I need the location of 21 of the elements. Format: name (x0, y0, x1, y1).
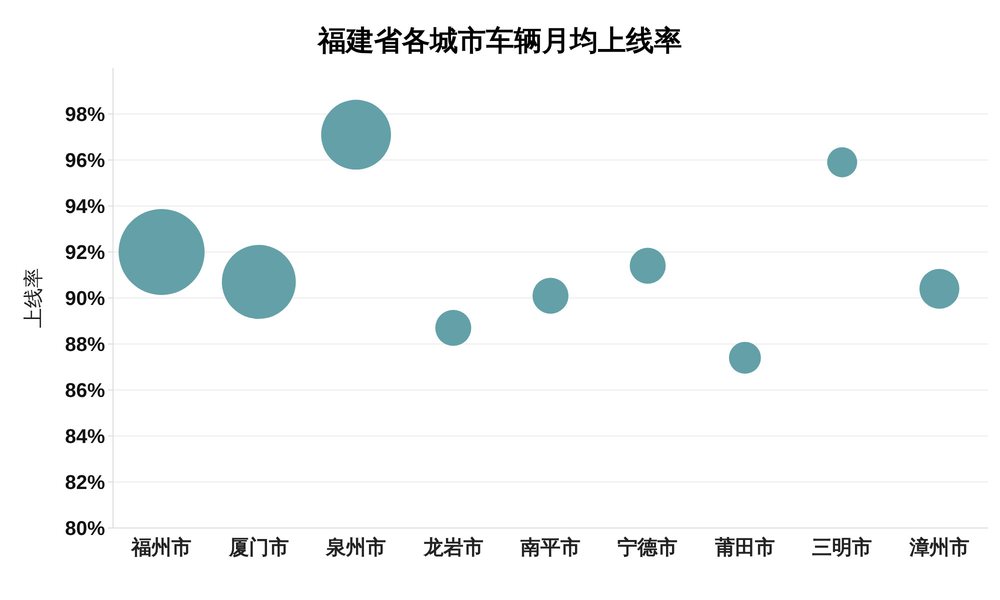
y-tick-label: 88% (64, 334, 106, 356)
x-tick-label: 福州市 (130, 535, 192, 559)
x-tick-label: 龙岩市 (422, 535, 484, 559)
y-tick-label: 96% (64, 150, 106, 172)
x-tick-label: 泉州市 (325, 535, 386, 559)
y-tick-label: 86% (64, 380, 106, 402)
chart-title: 福建省各城市车辆月均上线率 (316, 25, 682, 56)
y-tick-label: 80% (64, 518, 106, 540)
x-tick-label: 厦门市 (228, 535, 289, 559)
y-tick-label: 90% (64, 288, 106, 310)
x-tick-label: 南平市 (520, 535, 580, 559)
x-tick-label: 莆田市 (714, 535, 775, 559)
y-tick-label: 92% (64, 242, 106, 264)
y-tick-label: 94% (64, 196, 106, 218)
x-tick-label: 宁德市 (618, 535, 678, 559)
y-axis-title: 上线率 (21, 268, 45, 328)
y-tick-label: 84% (64, 426, 106, 448)
x-tick-label: 三明市 (812, 535, 872, 559)
y-tick-label: 98% (64, 104, 106, 126)
y-tick-label: 82% (64, 472, 106, 494)
x-tick-label: 漳州市 (908, 535, 970, 559)
